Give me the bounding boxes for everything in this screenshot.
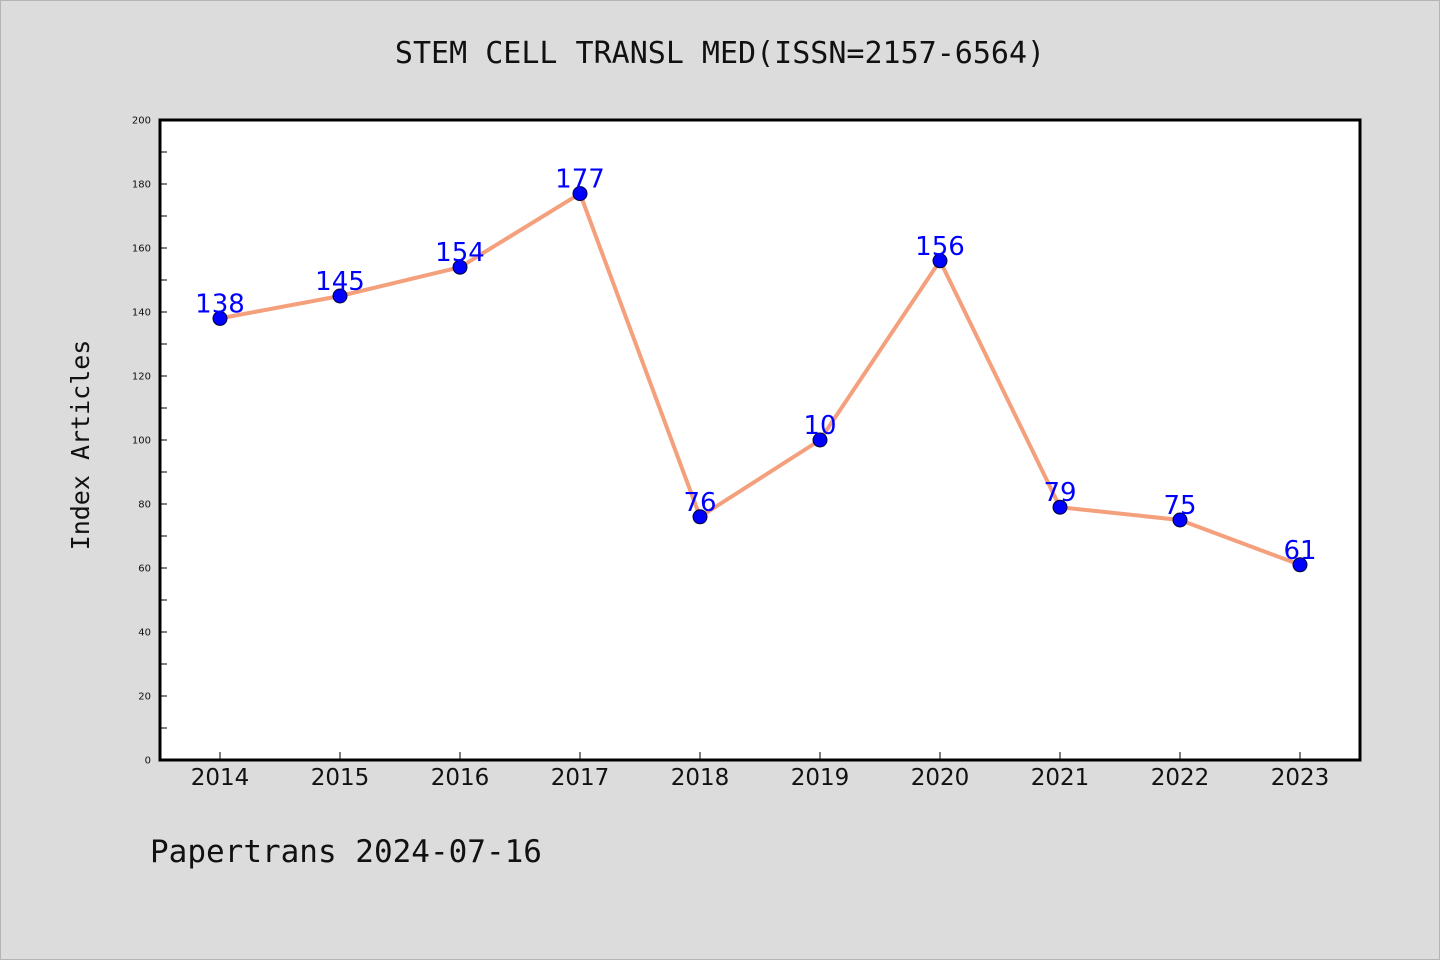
data-label: 154 xyxy=(435,238,485,268)
data-point-marker xyxy=(452,259,468,275)
data-point-marker xyxy=(1052,499,1068,515)
data-label: 156 xyxy=(915,232,965,262)
data-point-marker xyxy=(812,432,828,448)
data-point-marker xyxy=(212,310,228,326)
data-label: 75 xyxy=(1163,491,1196,521)
x-tick-label: 2017 xyxy=(551,765,610,791)
data-point-marker xyxy=(1292,557,1308,573)
data-label: 10 xyxy=(803,411,836,441)
y-tick-label: 100 xyxy=(132,436,151,447)
data-label: 138 xyxy=(195,289,245,319)
data-point-marker xyxy=(932,253,948,269)
data-point-marker xyxy=(692,509,708,525)
y-axis-title: Index Articles xyxy=(66,340,95,551)
data-label: 61 xyxy=(1283,536,1316,566)
series-line-group xyxy=(218,191,1302,567)
x-tick-label: 2016 xyxy=(431,765,490,791)
x-tick-label: 2014 xyxy=(191,765,250,791)
data-label: 177 xyxy=(555,165,605,195)
y-axis: 0 20 40 60 80 100 120 140 160 180 200 xyxy=(132,116,167,767)
data-label: 76 xyxy=(683,488,716,518)
y-tick-label: 120 xyxy=(132,372,151,383)
x-tick-label: 2020 xyxy=(911,765,970,791)
footer-text: Papertrans 2024-07-16 xyxy=(150,834,542,870)
series-line xyxy=(218,191,1302,567)
plot-area xyxy=(160,120,1360,760)
y-tick-label: 60 xyxy=(138,564,151,575)
y-tick-label: 180 xyxy=(132,180,151,191)
y-tick-label: 80 xyxy=(138,500,151,511)
x-tick-label: 2022 xyxy=(1151,765,1210,791)
y-tick-label: 20 xyxy=(138,692,151,703)
x-axis: 2014 2015 2016 2017 2018 2019 2020 2021 2022 2023 xyxy=(191,752,1330,791)
data-label: 145 xyxy=(315,267,365,297)
x-tick-label: 2019 xyxy=(791,765,850,791)
data-point-marker xyxy=(1172,512,1188,528)
x-tick-label: 2023 xyxy=(1271,765,1330,791)
data-point-marker xyxy=(332,288,348,304)
chart-title: STEM CELL TRANSL MED(ISSN=2157-6564) xyxy=(394,36,1046,71)
markers-group xyxy=(212,186,1308,573)
data-label: 79 xyxy=(1043,478,1076,508)
plot-frame xyxy=(158,118,1362,762)
y-tick-label: 200 xyxy=(132,116,151,127)
y-tick-label: 140 xyxy=(132,308,151,319)
data-labels-group: 138 145 154 177 76 10 156 79 75 61 xyxy=(195,165,1316,566)
x-tick-label: 2021 xyxy=(1031,765,1090,791)
x-tick-label: 2018 xyxy=(671,765,730,791)
y-tick-label: 0 xyxy=(145,756,151,767)
y-tick-label: 160 xyxy=(132,244,151,255)
y-tick-label: 40 xyxy=(138,628,151,639)
data-point-marker xyxy=(572,186,588,202)
x-tick-label: 2015 xyxy=(311,765,370,791)
